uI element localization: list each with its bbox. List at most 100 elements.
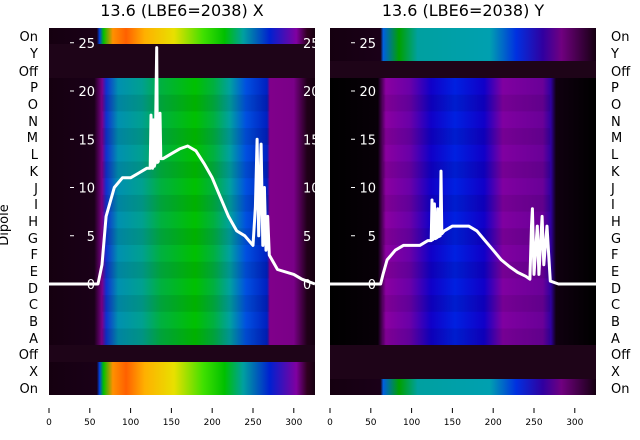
row-label-a: A: [611, 332, 620, 347]
heatmap-band-dipoles: [330, 78, 596, 345]
y-tick-label: 25: [359, 37, 376, 52]
row-label-m: M: [27, 131, 38, 146]
row-label-b: B: [29, 315, 38, 330]
row-label-g: G: [28, 232, 38, 247]
heatmap-row-shade: [383, 194, 551, 212]
row-label-h: H: [28, 215, 38, 230]
y-tick-label: 20: [78, 85, 95, 100]
heatmap-band-on-bottom: [49, 362, 315, 395]
row-label-off: Off: [19, 348, 39, 363]
heatmap-band-dipoles: [49, 78, 315, 345]
y-tick-label-right: 10: [303, 182, 320, 197]
x-tick-label: 100: [403, 418, 420, 428]
y-tick-label: 15: [78, 133, 95, 148]
row-label-on: On: [611, 382, 629, 397]
row-label-p: P: [611, 81, 619, 96]
row-label-y: Y: [29, 47, 38, 62]
heatmap-row-shade: [102, 161, 270, 179]
y-tick-label-right: 25: [303, 37, 320, 52]
row-label-off: Off: [611, 348, 631, 363]
y-tick-label: 20: [359, 85, 376, 100]
left-title: 13.6 (LBE6=2038) X: [100, 1, 264, 20]
row-label-l: L: [611, 148, 619, 163]
row-label-i: I: [611, 198, 615, 213]
heatmap-row-shade: [102, 295, 270, 312]
row-label-j: J: [610, 182, 615, 197]
x-tick-label: 150: [163, 418, 180, 428]
row-label-e: E: [611, 265, 619, 280]
heatmap-row-shade: [383, 228, 551, 245]
row-label-b: B: [611, 315, 620, 330]
x-tick-label: 300: [285, 418, 302, 428]
x-tick-label: 250: [525, 418, 542, 428]
heatmap-band-off-top: [330, 61, 596, 78]
row-label-l: L: [31, 148, 39, 163]
heatmap-band-on-top: [49, 28, 315, 44]
row-label-k: K: [611, 165, 620, 180]
row-label-e: E: [30, 265, 38, 280]
row-label-n: N: [611, 115, 621, 130]
row-label-c: C: [611, 298, 620, 313]
heatmap-row-shade: [383, 128, 551, 145]
heatmap-band-on-bottom: [330, 379, 596, 395]
row-label-d: D: [611, 282, 621, 297]
row-label-m: M: [611, 131, 622, 146]
x-tick-label: 50: [365, 418, 377, 428]
y-tick-label: 10: [78, 182, 95, 197]
y-tick-label: 5: [368, 230, 376, 245]
x-tick-label: 300: [566, 418, 583, 428]
row-label-k: K: [29, 165, 38, 180]
row-label-on: On: [611, 30, 629, 45]
heatmap-band-on-top: [330, 28, 596, 61]
row-label-j: J: [33, 182, 38, 197]
x-tick-label: 200: [204, 418, 221, 428]
heatmap-row-shade: [102, 128, 270, 145]
y-axis-label: Dipole: [0, 204, 12, 245]
heatmap-row-shade: [102, 194, 270, 212]
row-label-c: C: [29, 298, 38, 313]
row-label-on: On: [20, 30, 38, 45]
y-tick-label: 25: [78, 37, 95, 52]
heatmap-row-shade: [383, 328, 551, 346]
row-label-off: Off: [19, 65, 39, 80]
y-tick-label: 15: [359, 133, 376, 148]
data-line: [49, 46, 316, 286]
x-tick-label: 0: [327, 418, 333, 428]
y-tick-label-right: 20: [303, 85, 320, 100]
data-line: [330, 169, 596, 286]
y-tick-label: 10: [359, 182, 376, 197]
heatmap-band-off-bottom: [49, 345, 315, 362]
y-tick-label: 5: [87, 230, 95, 245]
heatmap-row-shade: [383, 161, 551, 179]
row-label-o: O: [28, 98, 38, 113]
x-tick-label: 150: [444, 418, 461, 428]
y-tick-label-right: 0: [303, 278, 311, 293]
row-label-x: X: [29, 365, 38, 380]
x-tick-label: 200: [485, 418, 502, 428]
row-label-on: On: [20, 382, 38, 397]
row-label-f: F: [31, 248, 38, 263]
x-tick-label: 250: [244, 418, 261, 428]
right-title: 13.6 (LBE6=2038) Y: [382, 1, 545, 20]
row-label-n: N: [28, 115, 38, 130]
row-label-a: A: [29, 332, 38, 347]
y-tick-label-right: 15: [303, 133, 320, 148]
row-label-g: G: [611, 232, 621, 247]
row-label-d: D: [28, 282, 38, 297]
x-tick-label: 50: [84, 418, 96, 428]
y-tick-label-right: 5: [303, 230, 311, 245]
row-label-o: O: [611, 98, 621, 113]
heatmap-row-shade: [383, 94, 551, 112]
heatmap-row-shade: [383, 295, 551, 312]
heatmap-band-off-bottom: [330, 345, 596, 379]
heatmap-row-shade: [102, 228, 270, 245]
heatmap-row-shade: [102, 328, 270, 346]
row-label-y: Y: [610, 47, 619, 62]
row-label-i: I: [34, 198, 38, 213]
heatmap-row-shade: [102, 94, 270, 112]
x-tick-label: 100: [122, 418, 139, 428]
row-label-x: X: [611, 365, 620, 380]
